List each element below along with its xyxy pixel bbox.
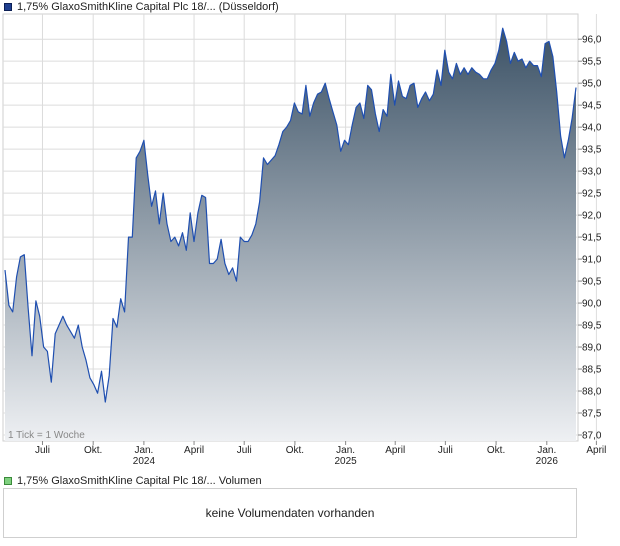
x-tick-label: April — [385, 445, 405, 456]
y-tick-label: 93,0 — [582, 167, 602, 178]
y-tick-label: 96,0 — [582, 35, 602, 46]
x-tick-label: April — [184, 445, 204, 456]
x-tick-label: Okt. — [487, 445, 505, 456]
price-area — [5, 28, 576, 441]
price-legend: 1,75% GlaxoSmithKline Capital Plc 18/...… — [4, 0, 279, 14]
y-tick-label: 94,0 — [582, 123, 602, 134]
y-tick-label: 88,0 — [582, 387, 602, 398]
y-tick-label: 92,0 — [582, 211, 602, 222]
x-tick-label: Juli — [237, 445, 252, 456]
price-legend-label: 1,75% GlaxoSmithKline Capital Plc 18/...… — [17, 1, 279, 13]
volume-legend-swatch — [4, 477, 12, 485]
y-tick-label: 91,0 — [582, 255, 602, 266]
x-tick-label: Jan. — [537, 445, 556, 456]
y-tick-label: 88,5 — [582, 365, 602, 376]
volume-empty-message: keine Volumendaten vorhanden — [205, 506, 375, 520]
volume-panel: keine Volumendaten vorhanden — [3, 488, 577, 538]
x-tick-year: 2025 — [334, 456, 357, 467]
volume-legend: 1,75% GlaxoSmithKline Capital Plc 18/...… — [4, 474, 262, 488]
y-tick-label: 95,5 — [582, 57, 602, 68]
x-tick-label: Okt. — [286, 445, 304, 456]
y-tick-label: 87,0 — [582, 431, 602, 442]
price-legend-swatch — [4, 3, 12, 11]
x-tick-label: Jan. — [134, 445, 153, 456]
x-tick-label: April — [586, 445, 606, 456]
x-tick-year: 2024 — [133, 456, 156, 467]
tick-note: 1 Tick = 1 Woche — [8, 430, 85, 441]
y-tick-label: 87,5 — [582, 409, 602, 420]
x-tick-label: Jan. — [336, 445, 355, 456]
x-tick-year: 2026 — [536, 456, 559, 467]
y-tick-label: 90,5 — [582, 277, 602, 288]
x-tick-label: Juli — [35, 445, 50, 456]
y-axis: 96,0 95,5 95,0 94,5 94,0 93,5 93,0 92,5 92,0 91,5… — [578, 35, 602, 442]
y-tick-label: 90,0 — [582, 299, 602, 310]
y-tick-label: 95,0 — [582, 79, 602, 90]
y-tick-label: 89,0 — [582, 343, 602, 354]
y-tick-label: 92,5 — [582, 189, 602, 200]
y-tick-label: 91,5 — [582, 233, 602, 244]
y-tick-label: 89,5 — [582, 321, 602, 332]
volume-legend-label: 1,75% GlaxoSmithKline Capital Plc 18/...… — [17, 475, 262, 487]
y-tick-label: 94,5 — [582, 101, 602, 112]
y-tick-label: 93,5 — [582, 145, 602, 156]
x-tick-label: Juli — [438, 445, 453, 456]
price-line — [4, 27, 577, 403]
price-chart: 96,0 95,5 95,0 94,5 94,0 93,5 93,0 92,5 92,0 91,5… — [2, 13, 606, 467]
x-tick-label: Okt. — [84, 445, 102, 456]
